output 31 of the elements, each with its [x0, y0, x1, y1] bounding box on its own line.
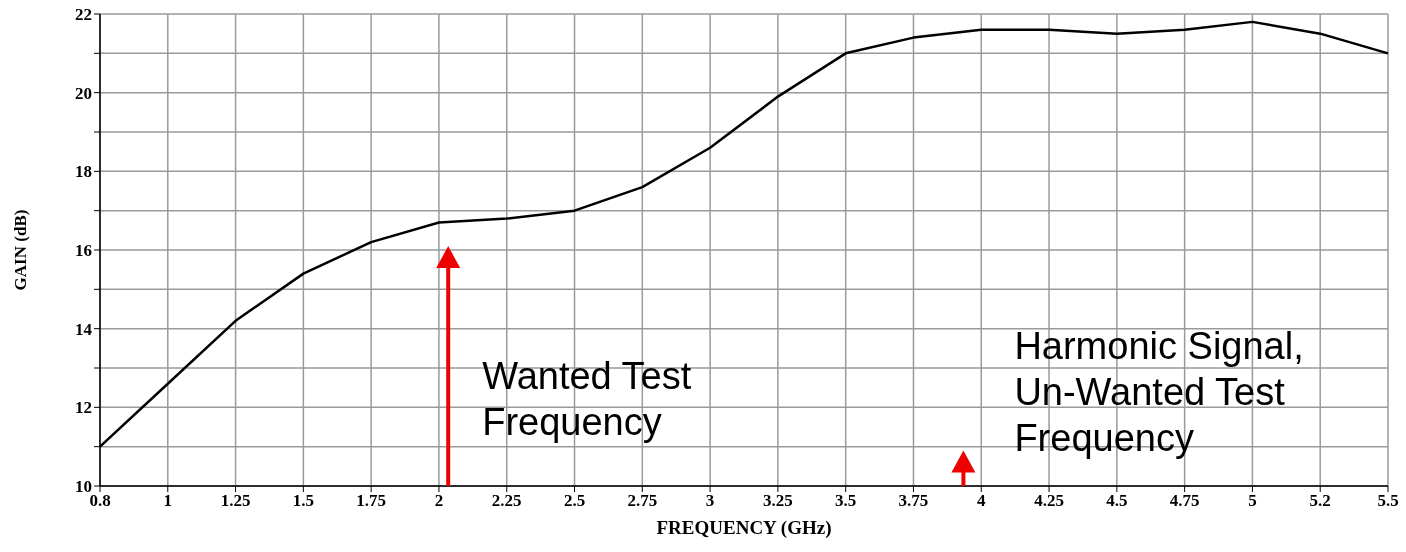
y-tick-label: 20	[75, 83, 92, 103]
x-tick-label: 4.25	[1034, 491, 1064, 511]
x-tick-label: 5.5	[1377, 491, 1399, 511]
x-tick-label: 4.75	[1169, 491, 1200, 511]
x-tick-label: 1.75	[356, 491, 387, 511]
y-tick-label: 10	[75, 477, 92, 497]
x-tick-label: 0.8	[89, 491, 111, 511]
x-tick-label: 3.75	[898, 491, 929, 511]
annotation: Wanted Test Frequency	[482, 354, 693, 445]
x-tick-label: 4	[977, 491, 987, 511]
y-tick-label: 22	[75, 5, 92, 25]
x-tick-label: 2.25	[491, 491, 522, 511]
x-tick-label: 5	[1248, 491, 1257, 511]
x-tick-label: 2.75	[627, 491, 658, 511]
annotation: Harmonic Signal, Un-Wanted Test Frequency	[1014, 324, 1305, 461]
x-tick-label: 3.5	[835, 491, 857, 511]
x-tick-label: 5.2	[1309, 491, 1331, 511]
x-tick-label: 4.5	[1106, 491, 1128, 511]
y-tick-label: 18	[75, 162, 92, 182]
x-tick-label: 1.25	[220, 491, 251, 511]
y-axis-title: GAIN (dB)	[11, 209, 31, 291]
x-tick-label: 2	[434, 491, 444, 511]
y-tick-label: 16	[75, 241, 92, 261]
x-axis-title: FREQUENCY (GHz)	[656, 517, 832, 539]
x-tick-label: 3.25	[763, 491, 793, 511]
x-tick-label: 1.5	[292, 491, 314, 511]
x-tick-label: 3	[705, 491, 715, 511]
x-tick-label: 1	[163, 491, 173, 511]
y-tick-label: 12	[75, 398, 92, 418]
x-tick-label: 2.5	[563, 491, 586, 511]
y-tick-label: 14	[75, 319, 93, 339]
